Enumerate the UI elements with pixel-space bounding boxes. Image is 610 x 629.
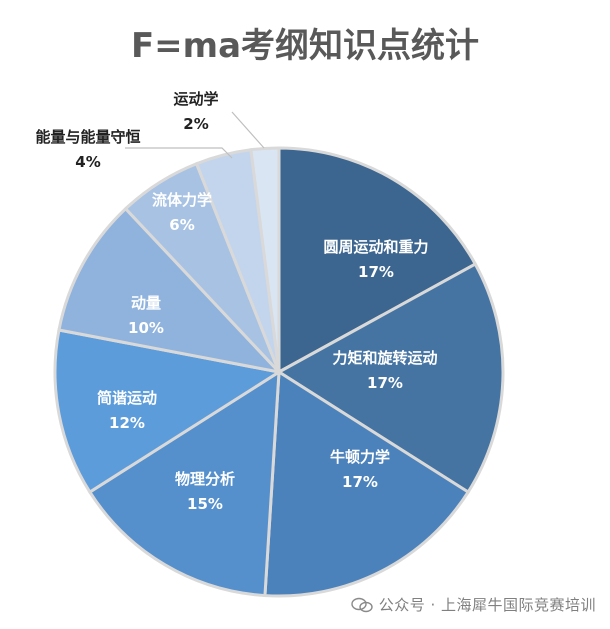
slice-value-label-4: 15%: [187, 495, 223, 513]
slice-labels: 圆周运动和重力 17% 力矩和旋转运动 17% 牛顿力学 17% 物理分析 15% 简谐运动 12…: [35, 90, 437, 513]
pie-slice-6: [57, 206, 284, 375]
slice-value-label-8: 4%: [75, 153, 100, 171]
slice-value-label-7: 6%: [169, 216, 194, 234]
pie-slice-1: [277, 146, 478, 375]
leader-lines: [125, 111, 265, 159]
watermark-text: 公众号 · 上海犀牛国际竞赛培训: [378, 596, 596, 614]
pie-slice-2: [276, 262, 505, 495]
watermark: 公众号 · 上海犀牛国际竞赛培训: [350, 594, 596, 615]
slice-label-7: 流体力学: [152, 191, 212, 209]
slice-label-5: 简谐运动: [97, 389, 157, 407]
slice-label-2: 力矩和旋转运动: [332, 349, 437, 367]
slice-label-3: 牛顿力学: [330, 448, 390, 466]
slice-value-label-6: 10%: [128, 319, 164, 337]
slice-value-label-1: 17%: [358, 263, 394, 281]
leader-line-9: [231, 111, 265, 149]
leader-line-8: [125, 147, 233, 159]
pie-slice-5: [53, 328, 284, 495]
pie-slice-4: [87, 369, 281, 598]
slice-label-4: 物理分析: [175, 470, 235, 488]
slice-value-label-9: 2%: [183, 115, 208, 133]
slice-value-label-2: 17%: [367, 374, 403, 392]
pie-slices: [53, 146, 505, 598]
slice-label-8: 能量与能量守恒: [35, 128, 140, 146]
slice-value-label-3: 17%: [342, 473, 378, 491]
pie-slice-3: [263, 369, 471, 598]
chart-title: F=ma考纲知识点统计: [130, 26, 480, 66]
slice-label-6: 动量: [131, 294, 161, 312]
pie-slice-9: [249, 146, 281, 373]
wechat-icon: [350, 597, 373, 613]
slice-label-1: 圆周运动和重力: [323, 238, 428, 256]
slice-value-label-5: 12%: [109, 414, 145, 432]
slice-label-9: 运动学: [173, 90, 218, 108]
